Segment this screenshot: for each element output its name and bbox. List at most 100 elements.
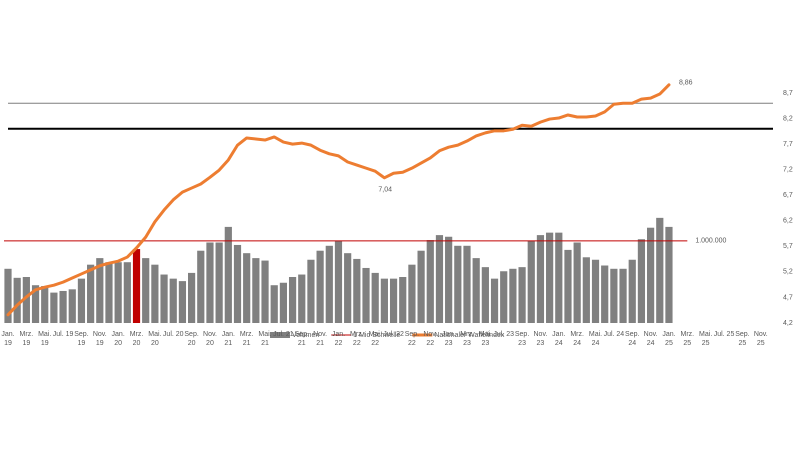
bar bbox=[656, 217, 664, 323]
x-tick-label: Sep. 19 bbox=[74, 331, 89, 347]
legend-label: Volumen bbox=[292, 332, 319, 339]
bar bbox=[169, 278, 177, 323]
x-tick-label: Sep. 25 bbox=[735, 331, 750, 347]
x-tick-label: Nov. 22 bbox=[423, 331, 438, 347]
y2-tick-label: 8,7 bbox=[783, 90, 793, 97]
x-tick-label: Mai. 21 bbox=[258, 331, 272, 347]
x-tick-label: Nov. 25 bbox=[753, 331, 768, 347]
y2-tick-label: 7,7 bbox=[783, 141, 793, 148]
bar bbox=[233, 244, 242, 323]
x-tick-label: Jul. 19 bbox=[52, 331, 74, 338]
y2-tick-label: 8,2 bbox=[783, 115, 793, 122]
bar bbox=[610, 268, 618, 323]
x-tick-label: Jan. 23 bbox=[442, 331, 456, 347]
x-tick-label: Nov. 23 bbox=[533, 331, 548, 347]
x-tick-label: Jul. 25 bbox=[713, 331, 735, 338]
y2-tick-label: 7,2 bbox=[783, 167, 793, 174]
bar bbox=[142, 258, 150, 323]
bar bbox=[279, 282, 287, 323]
x-tick-label: Mai. 19 bbox=[38, 331, 52, 347]
bar bbox=[555, 232, 563, 323]
bar bbox=[399, 277, 407, 323]
bar bbox=[178, 281, 187, 323]
line bbox=[6, 83, 671, 317]
x-tick-label: Jan. 24 bbox=[552, 331, 566, 347]
threshold-label: 1.000.000 bbox=[695, 238, 726, 245]
x-tick-label: Mai. 24 bbox=[588, 331, 603, 347]
bar bbox=[564, 249, 572, 323]
bar bbox=[362, 267, 370, 323]
x-tick-label: Mrz. 23 bbox=[460, 331, 474, 347]
x-tick-label: Jul. 24 bbox=[603, 331, 625, 338]
x-tick-label: Nov. 19 bbox=[92, 331, 107, 347]
bar bbox=[68, 289, 76, 323]
bar bbox=[500, 271, 508, 323]
bar bbox=[77, 278, 86, 323]
bar bbox=[298, 274, 306, 323]
x-tick-label: Mrz. 19 bbox=[19, 331, 34, 347]
x-tick-label: Jul. 20 bbox=[162, 331, 184, 338]
bar bbox=[647, 227, 655, 323]
bar bbox=[408, 264, 416, 323]
y2-tick-label: 5,7 bbox=[783, 243, 793, 250]
bar bbox=[105, 262, 113, 323]
bar bbox=[472, 258, 480, 323]
y2-tick-label: 4,2 bbox=[783, 320, 793, 327]
x-tick-label: Nov. 20 bbox=[203, 331, 217, 347]
bar bbox=[243, 253, 251, 323]
bar bbox=[316, 250, 324, 323]
bar bbox=[628, 259, 636, 323]
y2-tick-label: 5,2 bbox=[783, 269, 793, 276]
x-tick-label: Mrz. 20 bbox=[129, 331, 144, 347]
bar bbox=[435, 235, 444, 323]
bar bbox=[591, 259, 600, 323]
x-tick-label: Mai. 20 bbox=[148, 331, 162, 347]
bar bbox=[481, 267, 489, 323]
bar bbox=[619, 268, 627, 323]
bar bbox=[371, 272, 379, 323]
bar bbox=[270, 285, 278, 323]
bar bbox=[582, 257, 590, 323]
x-tick-label: Sep. 20 bbox=[184, 331, 199, 347]
x-tick-label: Mai. 23 bbox=[478, 331, 492, 347]
bar bbox=[59, 290, 67, 323]
x-tick-label: Mrz. 25 bbox=[680, 331, 695, 347]
x-tick-label: Mrz. 21 bbox=[239, 331, 254, 347]
x-tick-label: Jan. 25 bbox=[662, 331, 676, 347]
bar bbox=[22, 277, 30, 323]
x-tick-label: Jan. 19 bbox=[1, 331, 15, 347]
bar bbox=[114, 262, 122, 323]
bar bbox=[417, 250, 425, 323]
bar bbox=[31, 285, 40, 323]
bar bbox=[50, 292, 58, 323]
x-tick-label: Sep. 23 bbox=[514, 331, 530, 347]
bar bbox=[527, 240, 535, 323]
x-tick-label: Sep. 24 bbox=[625, 331, 640, 347]
bar bbox=[637, 239, 646, 323]
bar bbox=[252, 258, 260, 323]
bar bbox=[573, 242, 581, 323]
x-tick-label: Jan. 22 bbox=[331, 331, 346, 347]
x-tick-label: Mrz. 22 bbox=[350, 331, 364, 347]
x-tick-label: Jan. 20 bbox=[111, 331, 125, 347]
bar bbox=[518, 267, 526, 323]
bar bbox=[490, 278, 499, 323]
x-tick-label: Jul. 22 bbox=[383, 331, 404, 338]
bar bbox=[665, 226, 673, 323]
x-tick-label: Sep. 22 bbox=[404, 331, 420, 347]
bar bbox=[454, 245, 462, 323]
bar bbox=[380, 278, 388, 323]
bar bbox=[445, 236, 453, 323]
y2-tick-label: 4,7 bbox=[783, 294, 793, 301]
bar bbox=[87, 264, 95, 323]
data-label: 8,86 bbox=[679, 80, 693, 87]
legend-swatch bbox=[270, 332, 290, 338]
bar bbox=[509, 268, 517, 323]
bar bbox=[261, 260, 269, 323]
bar bbox=[463, 245, 471, 323]
bar bbox=[4, 268, 12, 323]
bar bbox=[206, 242, 214, 323]
bar bbox=[123, 262, 131, 323]
